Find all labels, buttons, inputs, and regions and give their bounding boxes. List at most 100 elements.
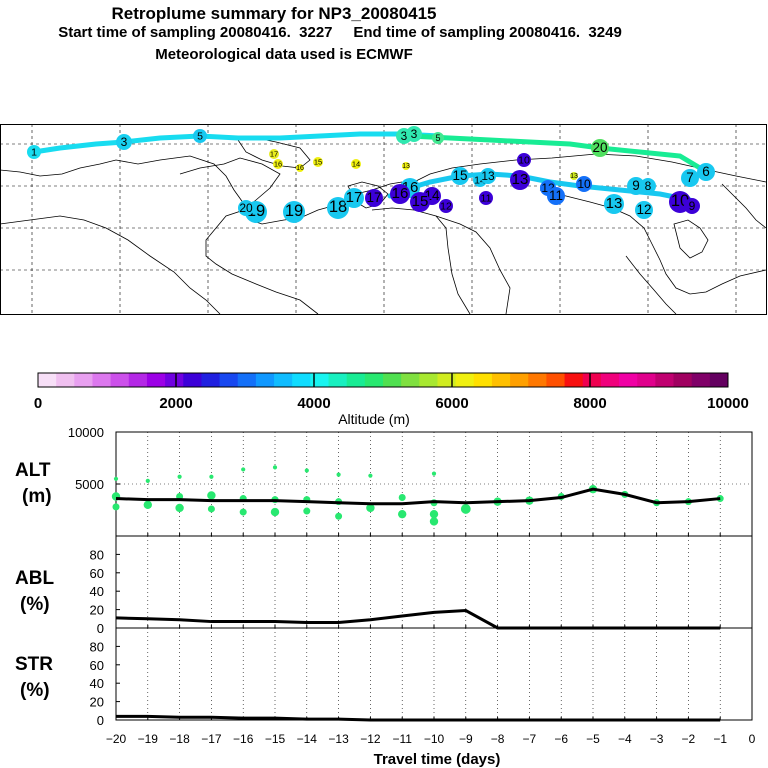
met-data-subtitle: Meteorological data used is ECMWF [155, 46, 413, 63]
altitude-cluster-point [143, 500, 152, 509]
plume-marker: 3 [116, 134, 132, 150]
alt-label: ALT [15, 460, 51, 481]
altitude-cluster-point [335, 512, 343, 520]
svg-text:11: 11 [481, 193, 492, 205]
altitude-cluster-point [303, 507, 311, 515]
svg-text:20: 20 [592, 140, 607, 155]
svg-text:16: 16 [274, 160, 282, 169]
colorbar-cell [619, 373, 638, 387]
svg-text:7: 7 [686, 170, 694, 185]
x-tick-label: −14 [297, 732, 318, 746]
colorbar-cell [528, 373, 547, 387]
y-tick-label: 80 [90, 639, 104, 654]
x-tick-label: −17 [201, 732, 222, 746]
svg-text:1: 1 [31, 147, 37, 159]
svg-text:8: 8 [645, 179, 652, 193]
plume-marker: 16 [390, 184, 410, 204]
colorbar-cell [219, 373, 239, 387]
svg-text:10: 10 [577, 177, 591, 191]
svg-text:20: 20 [239, 201, 253, 215]
plume-marker: 16 [296, 164, 304, 172]
plume-marker: 13 [510, 170, 530, 190]
y-tick-label: 0 [97, 713, 104, 728]
colorbar-cell [38, 373, 57, 387]
colorbar-cell [128, 373, 148, 387]
plume-marker: 8 [640, 178, 656, 194]
colorbar-tick-label: 8000 [573, 395, 606, 412]
x-tick-label: −20 [106, 732, 127, 746]
svg-text:15: 15 [314, 158, 322, 167]
plot-area-1: 0 20 40 60 80 [90, 535, 753, 636]
colorbar-cell [673, 373, 693, 387]
abl-unit: (%) [20, 594, 50, 615]
svg-text:17: 17 [270, 150, 278, 159]
y-tick-label: 0 [97, 621, 104, 636]
colorbar-cell [237, 373, 257, 387]
plume-marker: 18 [327, 197, 349, 219]
x-tick-label: −7 [523, 732, 537, 746]
x-tick-label: −4 [618, 732, 632, 746]
altitude-cluster-point [207, 491, 216, 500]
svg-text:18: 18 [329, 198, 347, 216]
x-tick-label: −16 [233, 732, 254, 746]
x-tick-label: −5 [586, 732, 600, 746]
svg-text:15: 15 [412, 193, 429, 210]
altitude-cluster-point [272, 465, 278, 470]
svg-text:12: 12 [440, 201, 452, 213]
str-label: STR [15, 654, 53, 675]
panel-alt: ALT (m) [15, 460, 52, 507]
plume-marker: 5 [193, 129, 207, 143]
colorbar-cell [564, 373, 584, 387]
colorbar-cell [201, 373, 221, 387]
colorbar-cell [92, 373, 112, 387]
x-tick-label: −8 [491, 732, 505, 746]
chart-title: Retroplume summary for NP3_20080415 [111, 4, 437, 23]
plume-marker: 16 [273, 159, 283, 169]
plot-area-0: 10000 5000 [68, 428, 753, 537]
svg-text:19: 19 [285, 202, 303, 220]
x-tick-label: −19 [138, 732, 159, 746]
y-tick-label: 20 [90, 603, 104, 618]
svg-text:16: 16 [296, 165, 304, 172]
plume-marker: 20 [238, 200, 254, 216]
plume-marker: 12 [439, 199, 453, 213]
colorbar-cell [491, 373, 511, 387]
svg-text:16: 16 [392, 185, 409, 202]
x-tick-label: −15 [265, 732, 286, 746]
svg-text:9: 9 [632, 178, 640, 193]
svg-text:13: 13 [606, 195, 623, 212]
x-tick-label: 0 [749, 732, 756, 746]
y-tick-label: 10000 [68, 428, 104, 440]
plume-marker: 5 [432, 132, 444, 144]
svg-text:10: 10 [518, 155, 530, 167]
colorbar-cell [274, 373, 293, 387]
plume-marker: 17 [344, 188, 364, 208]
x-tick-label: −13 [328, 732, 349, 746]
svg-text:6: 6 [702, 164, 710, 179]
panel-str: STR (%) [15, 654, 53, 701]
colorbar-frame [37, 372, 729, 388]
svg-text:15: 15 [452, 168, 467, 183]
y-tick-label: 40 [90, 584, 104, 599]
colorbar-cell [691, 373, 711, 387]
altitude-cluster-point [431, 471, 437, 476]
colorbar-tick-label: 10000 [707, 395, 749, 412]
plume-marker: 20 [591, 139, 609, 157]
altitude-cluster-point [241, 467, 246, 472]
plume-marker: 3 [406, 126, 422, 142]
plume-marker: 10 [576, 176, 592, 192]
series-line [116, 714, 721, 722]
svg-text:13: 13 [481, 169, 495, 183]
altitude-cluster-point [175, 503, 184, 513]
plume-marker: 1 [27, 145, 41, 159]
colorbar-tick-label: 0 [34, 395, 42, 412]
svg-text:3: 3 [411, 127, 418, 141]
colorbar-cell [383, 373, 402, 387]
altitude-cluster-point [429, 517, 439, 526]
colorbar-tick-label: 4000 [297, 395, 330, 412]
x-axis-title: Travel time (days) [374, 751, 501, 768]
colorbar-cell [183, 373, 202, 387]
svg-text:5: 5 [197, 131, 203, 143]
y-tick-label: 60 [90, 566, 104, 581]
